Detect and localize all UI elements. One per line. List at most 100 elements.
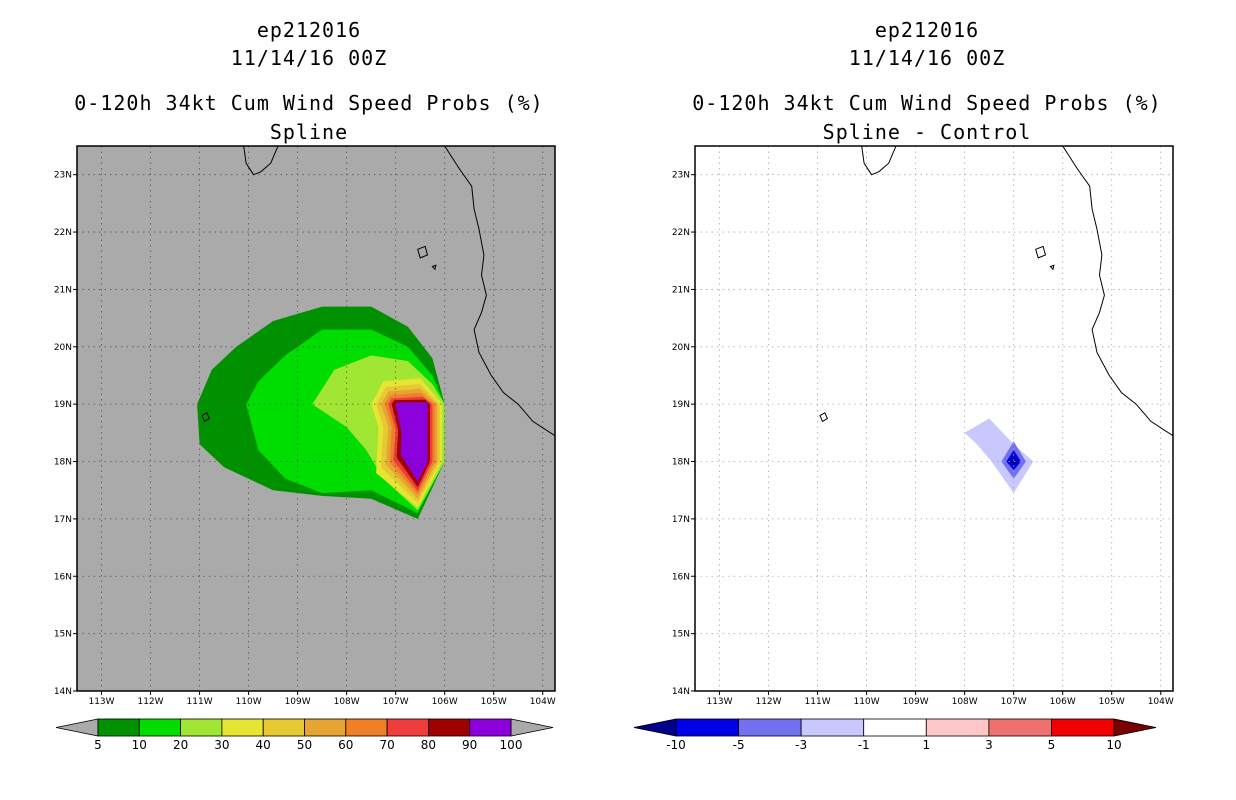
colorbar-label: 1 xyxy=(922,738,930,752)
island-1 xyxy=(201,412,211,423)
island-0 xyxy=(1035,245,1047,259)
y-tick-label: 23N xyxy=(54,171,72,181)
coastline-baja xyxy=(243,146,279,176)
y-tick-label: 20N xyxy=(54,343,72,353)
colorbar-label: 80 xyxy=(421,738,436,752)
colorbar-under-arrow xyxy=(633,718,677,737)
x-tick-label: 108W xyxy=(952,697,978,707)
colorbar-label: 90 xyxy=(462,738,477,752)
left-panel: ep212016 11/14/16 00Z 0-120h 34kt Cum Wi… xyxy=(54,18,556,752)
y-tick-label: 15N xyxy=(672,630,690,640)
y-tick-label: 20N xyxy=(672,343,690,353)
y-tick-label: 14N xyxy=(672,687,690,697)
y-tick-label: 23N xyxy=(672,171,690,181)
x-tick-label: 111W xyxy=(187,697,213,707)
x-tick-label: 108W xyxy=(334,697,360,707)
x-tick-label: 105W xyxy=(1099,697,1125,707)
chart-title: 0-120h 34kt Cum Wind Speed Probs (%) xyxy=(692,91,1162,115)
island-0 xyxy=(417,245,429,259)
colorbar-label: 40 xyxy=(256,738,271,752)
datetime: 11/14/16 00Z xyxy=(230,46,388,70)
colorbar-box xyxy=(925,718,990,737)
x-tick-label: 112W xyxy=(137,697,163,707)
colorbar-box xyxy=(988,718,1052,737)
colorbar-over-arrow xyxy=(510,718,554,737)
y-tick-label: 18N xyxy=(672,458,690,468)
contour-level-90 xyxy=(395,402,428,482)
colorbar-box xyxy=(138,718,182,737)
colorbar-label: 5 xyxy=(94,738,102,752)
y-tick-label: 19N xyxy=(672,400,690,410)
colorbar-label: -1 xyxy=(858,738,870,752)
colorbar-label: 100 xyxy=(500,738,523,752)
right-map-chart: 113W 112W 111W 110W 109W 108W 107W 106W 105W 104W… xyxy=(633,145,1174,752)
x-tick-label: 104W xyxy=(1148,697,1174,707)
colorbar-label: -3 xyxy=(795,738,807,752)
plot-frame xyxy=(694,145,1174,692)
colorbar-box xyxy=(221,718,264,737)
chart-subtitle: Spline xyxy=(269,120,349,144)
colorbar-box xyxy=(675,718,739,737)
x-tick-label: 105W xyxy=(481,697,507,707)
colorbar-label: 10 xyxy=(132,738,147,752)
y-tick-label: 17N xyxy=(54,515,72,525)
chart-title: 0-120h 34kt Cum Wind Speed Probs (%) xyxy=(74,91,544,115)
y-tick-label: 19N xyxy=(54,400,72,410)
x-tick-label: 107W xyxy=(383,697,409,707)
colorbar-box xyxy=(97,718,140,737)
colorbar-label: 3 xyxy=(985,738,993,752)
y-tick-label: 21N xyxy=(672,285,690,295)
plot-background xyxy=(695,146,1173,691)
x-tick-label: 110W xyxy=(854,697,880,707)
y-tick-label: 18N xyxy=(54,458,72,468)
y-tick-label: 17N xyxy=(672,515,690,525)
colorbar-box xyxy=(345,718,388,737)
colorbar-box xyxy=(469,718,512,737)
contour-level--10 xyxy=(1010,456,1018,466)
colorbar-label: 30 xyxy=(214,738,229,752)
colorbar-label: 20 xyxy=(173,738,188,752)
right-panel: ep212016 11/14/16 00Z 0-120h 34kt Cum Wi… xyxy=(618,0,1236,800)
storm-id: ep212016 xyxy=(256,18,362,42)
colorbar-label: -10 xyxy=(666,738,686,752)
x-tick-label: 107W xyxy=(1001,697,1027,707)
x-tick-label: 109W xyxy=(903,697,929,707)
x-tick-label: 111W xyxy=(805,697,831,707)
y-tick-label: 22N xyxy=(672,228,690,238)
x-tick-label: 106W xyxy=(432,697,458,707)
coastline-mainland xyxy=(444,146,555,437)
colorbar-label: 60 xyxy=(338,738,353,752)
colorbar-box xyxy=(800,718,865,737)
island-2 xyxy=(1049,264,1055,271)
x-tick-label: 109W xyxy=(285,697,311,707)
x-tick-label: 104W xyxy=(530,697,556,707)
x-tick-label: 110W xyxy=(236,697,262,707)
y-tick-label: 16N xyxy=(54,572,72,582)
x-tick-label: 113W xyxy=(88,697,114,707)
datetime: 11/14/16 00Z xyxy=(848,46,1006,70)
colorbar-box xyxy=(304,718,347,737)
colorbar-label: 5 xyxy=(1048,738,1056,752)
colorbar-label: -5 xyxy=(733,738,745,752)
plot-layer xyxy=(77,146,555,691)
colorbar-box xyxy=(863,718,927,737)
chart-subtitle: Spline - Control xyxy=(822,120,1032,144)
island-2 xyxy=(431,264,437,271)
x-tick-label: 112W xyxy=(755,697,781,707)
colorbar-box xyxy=(262,718,305,737)
island-1 xyxy=(819,412,829,423)
y-tick-label: 15N xyxy=(54,630,72,640)
colorbar-under-arrow xyxy=(55,718,99,737)
x-tick-label: 113W xyxy=(706,697,732,707)
colorbar-box xyxy=(738,718,802,737)
coastline-mainland xyxy=(1062,146,1173,437)
y-tick-label: 21N xyxy=(54,285,72,295)
x-tick-label: 106W xyxy=(1050,697,1076,707)
coastline-baja xyxy=(861,146,897,176)
colorbar-box xyxy=(1051,718,1115,737)
colorbar-label: 10 xyxy=(1106,738,1121,752)
left-map-chart: 113W 112W 111W 110W 109W 108W 107W 106W 105W 104W… xyxy=(54,145,556,752)
plot-layer xyxy=(695,146,1173,691)
y-tick-label: 22N xyxy=(54,228,72,238)
colorbar-box xyxy=(180,718,223,737)
